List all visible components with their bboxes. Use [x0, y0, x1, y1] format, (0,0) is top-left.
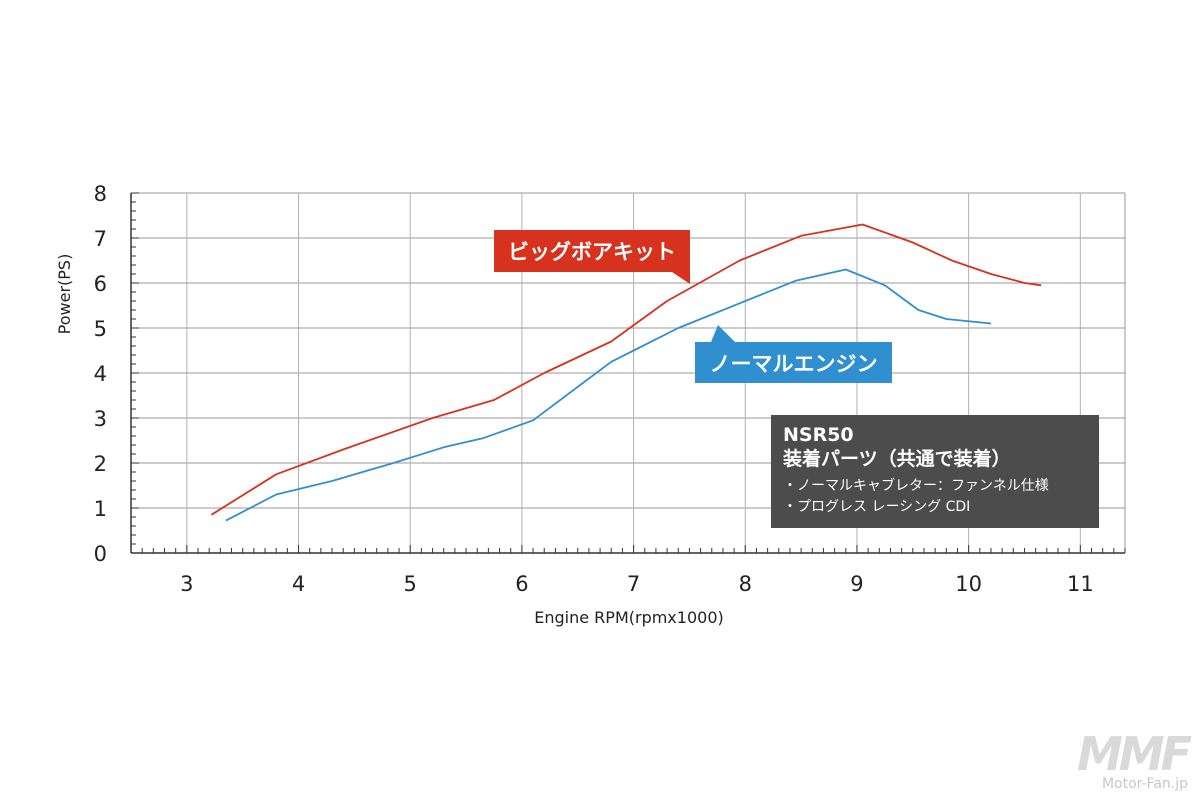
x-tick-label: 9 — [850, 572, 863, 596]
normal-engine-line — [225, 268, 992, 522]
series-lines — [210, 223, 1042, 522]
y-tick-label: 5 — [94, 317, 107, 341]
big-bore-kit-line — [210, 223, 1042, 516]
y-tick-label: 1 — [94, 497, 107, 521]
logo-mark-icon: MMF — [1077, 727, 1192, 781]
info-title: NSR50 — [783, 424, 854, 446]
y-tick-label: 7 — [94, 227, 107, 251]
y-tick-label: 8 — [94, 182, 107, 206]
info-item: プログレス レーシング CDI — [783, 497, 1089, 518]
x-tick-label: 5 — [404, 572, 417, 596]
y-tick-label: 3 — [94, 407, 107, 431]
y-axis-title: Power(PS) — [55, 254, 74, 335]
normal-engine-label: ノーマルエンジン — [695, 342, 892, 383]
x-tick-label: 8 — [739, 572, 752, 596]
y-tick-label: 2 — [94, 452, 107, 476]
watermark-text: Motor-Fan.jp — [1101, 776, 1188, 792]
x-tick-label: 11 — [1067, 572, 1094, 596]
watermark-logo: MMF Motor-Fan.jp — [1077, 727, 1192, 792]
blue-callout-pointer — [711, 325, 735, 342]
tick-labels: 0 1 2 3 4 5 6 7 8 3 4 5 6 7 8 9 10 11 — [94, 182, 1094, 596]
axis-titles: Engine RPM(rpmx1000) Power(PS) — [55, 254, 724, 627]
y-tick-label: 0 — [94, 542, 107, 566]
info-list: ノーマルキャブレター：ファンネル仕様 プログレス レーシング CDI — [783, 476, 1089, 518]
y-tick-label: 6 — [94, 272, 107, 296]
y-tick-label: 4 — [94, 362, 107, 386]
x-tick-label: 4 — [292, 572, 305, 596]
info-subtitle: 装着パーツ（共通で装着） — [783, 448, 1011, 470]
red-callout-pointer — [672, 272, 690, 284]
x-tick-label: 10 — [955, 572, 982, 596]
x-tick-label: 3 — [180, 572, 193, 596]
x-axis-title: Engine RPM(rpmx1000) — [534, 608, 723, 627]
x-tick-label: 6 — [515, 572, 528, 596]
x-tick-label: 7 — [627, 572, 640, 596]
big-bore-kit-label: ビッグボアキット — [494, 230, 690, 272]
info-box: NSR50 装着パーツ（共通で装着） ノーマルキャブレター：ファンネル仕様 プロ… — [771, 415, 1099, 528]
info-item: ノーマルキャブレター：ファンネル仕様 — [783, 476, 1089, 497]
axes — [130, 192, 1126, 554]
